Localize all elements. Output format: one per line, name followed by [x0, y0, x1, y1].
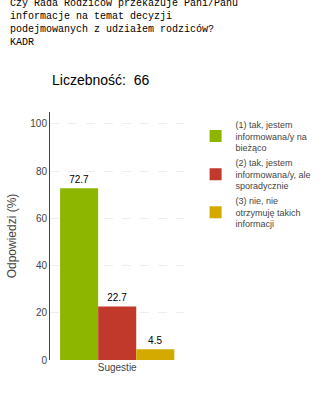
svg-text:60: 60 — [36, 213, 48, 224]
svg-text:Liczebność: 66: Liczebność: 66 — [52, 72, 149, 88]
svg-text:80: 80 — [36, 166, 48, 177]
svg-text:0: 0 — [41, 355, 47, 366]
svg-text:100: 100 — [30, 118, 47, 129]
svg-text:(2) tak, jesteminformowana/y,: (2) tak, jesteminformowana/y, alesporady… — [236, 158, 311, 191]
svg-text:20: 20 — [36, 307, 48, 318]
svg-text:40: 40 — [36, 260, 48, 271]
svg-text:22.7: 22.7 — [107, 292, 127, 303]
svg-text:Sugestie: Sugestie — [98, 362, 137, 373]
svg-text:Odpowiedzi (%): Odpowiedzi (%) — [5, 194, 19, 279]
svg-text:(1) tak, jesteminformowana/y n: (1) tak, jesteminformowana/y nabieżąco — [236, 120, 307, 153]
svg-text:(3) nie, nieotrzymuję takichin: (3) nie, nieotrzymuję takichinformacji — [236, 196, 301, 229]
svg-text:4.5: 4.5 — [148, 335, 162, 346]
svg-text:Czy Rada Rodziców przekazuje P: Czy Rada Rodziców przekazuje Pani/Panuin… — [10, 0, 238, 48]
svg-text:72.7: 72.7 — [69, 174, 89, 185]
